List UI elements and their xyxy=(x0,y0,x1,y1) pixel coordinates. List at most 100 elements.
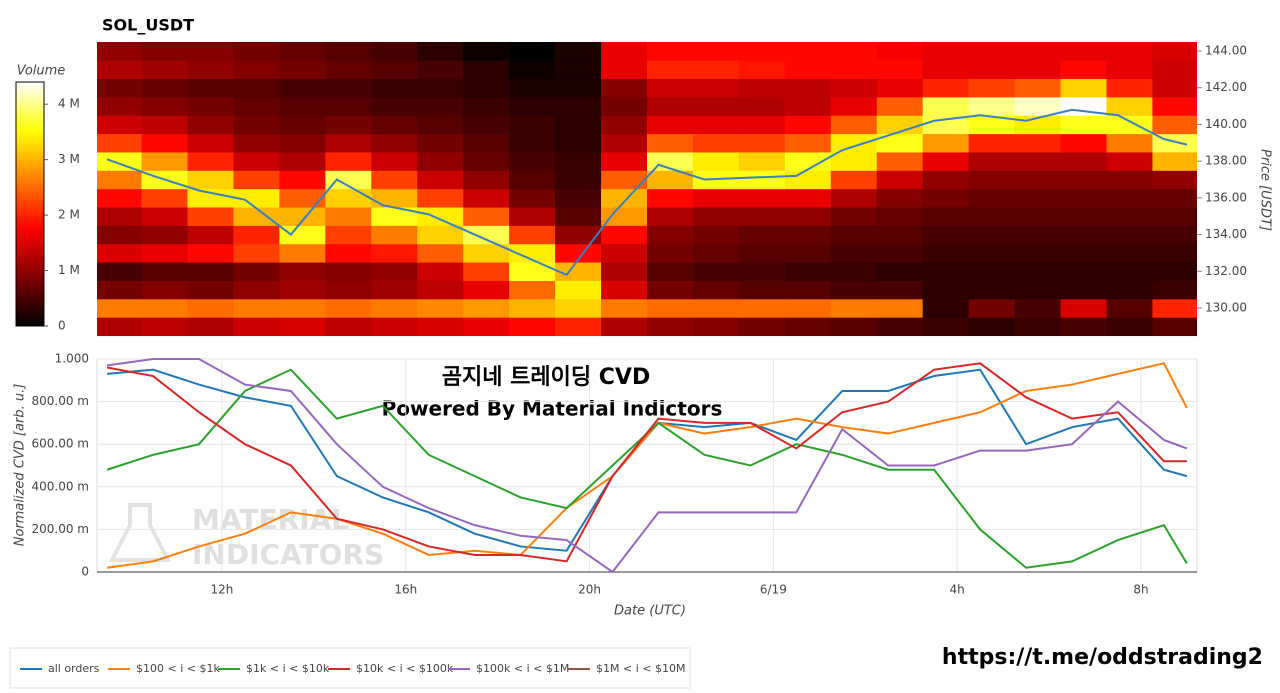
heat-cell xyxy=(509,115,556,135)
heat-cell xyxy=(922,188,970,208)
heat-cell xyxy=(647,243,694,263)
heat-cell xyxy=(1014,42,1062,61)
heat-cell xyxy=(601,188,648,208)
chart-title: SOL_USDT xyxy=(102,16,194,35)
heat-cell xyxy=(555,42,602,61)
heat-cell xyxy=(784,243,832,263)
heat-cell xyxy=(1106,207,1153,226)
heat-cell xyxy=(601,207,648,226)
heat-cell xyxy=(371,317,418,337)
heat-cell xyxy=(876,151,924,171)
heat-cell xyxy=(968,317,1016,337)
heat-cell xyxy=(692,243,740,263)
heat-cell xyxy=(968,78,1016,98)
heat-cell xyxy=(968,96,1016,116)
heat-cell xyxy=(371,262,418,281)
heat-cell xyxy=(601,60,648,80)
heat-cell xyxy=(830,188,878,208)
heat-cell xyxy=(417,225,464,245)
heat-cell xyxy=(1014,280,1062,300)
heat-cell xyxy=(1060,188,1107,208)
cvd-line xyxy=(106,368,1188,569)
y-axis-label: Price [USDT] xyxy=(1258,149,1273,231)
heat-cell xyxy=(922,225,970,245)
heat-cell xyxy=(1014,96,1062,116)
heat-cell xyxy=(1106,280,1153,300)
heat-cell xyxy=(876,262,924,281)
heat-cell xyxy=(876,188,924,208)
heat-cell xyxy=(784,225,832,245)
heat-cell xyxy=(279,188,326,208)
heat-cell xyxy=(647,317,694,337)
annotation: Powered By Material Indictors xyxy=(382,397,723,421)
heat-cell xyxy=(555,317,602,337)
heat-cell xyxy=(692,225,740,245)
heat-cell xyxy=(784,96,832,116)
heat-cell xyxy=(601,115,648,135)
heat-cell xyxy=(233,133,280,153)
x-axis-label: Date (UTC) xyxy=(614,604,686,619)
legend-label: $10k < i < $100k xyxy=(356,662,454,675)
cvd-line xyxy=(106,362,1187,563)
heat-cell xyxy=(555,207,602,226)
colorbar-tick-label: 3 M xyxy=(58,152,80,166)
heat-cell xyxy=(1060,115,1107,135)
heat-cell xyxy=(784,151,832,171)
heat-cell xyxy=(784,188,832,208)
heat-cell xyxy=(784,298,832,318)
heat-cell xyxy=(141,207,189,226)
heat-cell xyxy=(830,298,878,318)
heat-cell xyxy=(325,115,372,135)
heat-cell xyxy=(692,42,740,61)
heat-cell xyxy=(784,133,832,153)
heat-cell xyxy=(371,207,418,226)
heat-cell xyxy=(1014,298,1062,318)
heat-cell xyxy=(601,262,648,281)
heatmap xyxy=(97,42,1197,337)
heat-cell xyxy=(922,96,970,116)
heat-cell xyxy=(1060,262,1107,281)
heat-cell xyxy=(647,188,694,208)
heat-cell xyxy=(279,207,326,226)
x-tick-label: 12h xyxy=(211,583,234,597)
heat-cell xyxy=(647,207,694,226)
heat-cell xyxy=(692,78,740,98)
heat-cell xyxy=(1060,133,1107,153)
y-tick-label: 800.00 m xyxy=(32,394,90,408)
heat-cell xyxy=(1106,42,1153,61)
heat-cell xyxy=(141,115,189,135)
heat-cell xyxy=(371,188,418,208)
heat-cell xyxy=(968,151,1016,171)
heat-cell xyxy=(555,225,602,245)
heat-cell xyxy=(784,60,832,80)
price-line xyxy=(106,108,1188,277)
heat-cell xyxy=(876,243,924,263)
heat-cell xyxy=(1106,170,1153,190)
heat-cell xyxy=(1014,317,1062,337)
heat-cell xyxy=(233,42,280,61)
heat-cell xyxy=(876,298,924,318)
heat-cell xyxy=(97,317,143,337)
heat-cell xyxy=(692,317,740,337)
heat-cell xyxy=(555,170,602,190)
heat-cell xyxy=(97,207,143,226)
heat-cell xyxy=(463,317,510,337)
footer-link[interactable]: https://t.me/oddstrading2 xyxy=(942,645,1263,670)
heat-cell xyxy=(738,170,786,190)
heat-cell xyxy=(555,60,602,80)
heat-cell xyxy=(509,280,556,300)
heat-cell xyxy=(784,280,832,300)
heat-cell xyxy=(1014,78,1062,98)
heat-cell xyxy=(417,60,464,80)
y-tick-label: 134.00 xyxy=(1205,227,1247,241)
heat-cell xyxy=(555,133,602,153)
heat-cell xyxy=(1060,298,1107,318)
heat-cell xyxy=(279,243,326,263)
legend-label: all orders xyxy=(48,662,100,675)
heat-cell xyxy=(279,262,326,281)
heat-cell xyxy=(371,42,418,61)
heat-cell xyxy=(601,133,648,153)
heat-cell xyxy=(830,317,878,337)
heat-cell xyxy=(463,42,510,61)
heat-cell xyxy=(97,298,143,318)
